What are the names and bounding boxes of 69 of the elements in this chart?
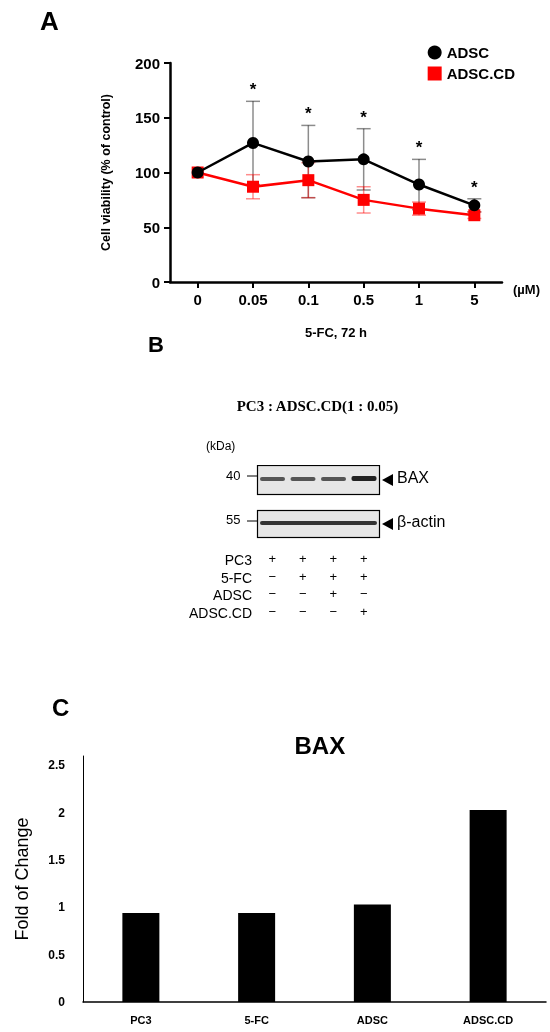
y-tick-label: 0 (58, 995, 66, 1009)
category-label: 5-FC (220, 569, 252, 586)
text: PC3 : ADSC.CD(1 : 0.05) (235, 398, 400, 415)
x-tick-label: 5 (470, 291, 479, 308)
text: + (298, 568, 307, 584)
y-tick-label: 1.5 (48, 853, 66, 868)
annotation: * (360, 107, 368, 127)
y-tick-label: 150 (134, 109, 160, 127)
chart-title: BAX (294, 731, 346, 759)
text: (µM) (513, 282, 541, 297)
text: BAX (397, 469, 430, 487)
point (302, 155, 315, 168)
text: + (329, 586, 338, 601)
category-label: ADSC (213, 587, 252, 603)
text: + (329, 568, 338, 584)
annotation: * (305, 104, 313, 124)
annotation: * (471, 177, 479, 197)
y-tick-label: 2.5 (48, 758, 66, 773)
y-tick-label: 0.5 (48, 947, 66, 962)
text: 55 (226, 512, 241, 527)
text: + (268, 551, 277, 566)
text: β-actin (397, 513, 446, 531)
x-tick-label: 0.1 (297, 291, 319, 308)
x-tick-label: 1 (414, 291, 424, 308)
annotation: * (249, 80, 257, 100)
annotation: * (415, 138, 423, 158)
text: + (359, 568, 368, 584)
x-axis-title: 5-FC, 72 h (304, 325, 368, 340)
text: + (329, 551, 338, 566)
point (357, 193, 370, 206)
point (302, 174, 315, 187)
text: 40 (226, 468, 241, 483)
y-axis-title: Cell viability (% of control) (98, 94, 113, 251)
point (247, 180, 259, 193)
text: − (329, 603, 338, 619)
legend-label: ADSC (446, 44, 490, 61)
text: − (268, 586, 277, 601)
text: B (148, 332, 164, 358)
x-tick-label: 0 (193, 291, 202, 308)
text: A (40, 6, 59, 36)
text: − (268, 603, 277, 619)
x-tick-label: ADSC.CD (463, 1013, 514, 1026)
y-tick-label: 0 (151, 273, 160, 291)
y-tick-label: 100 (134, 164, 160, 181)
y-tick-label: 50 (143, 218, 160, 236)
text: + (359, 551, 368, 566)
x-tick-label: 5-FC (244, 1013, 269, 1026)
text: + (298, 551, 307, 566)
text: C (52, 693, 70, 721)
text: − (298, 586, 307, 601)
text: − (298, 603, 307, 619)
legend-label: ADSC.CD (446, 65, 516, 82)
point (247, 136, 259, 149)
point (357, 153, 370, 166)
y-tick-label: 2 (58, 805, 66, 820)
text: − (359, 586, 368, 601)
point (413, 178, 425, 191)
x-tick-label: 0.05 (238, 291, 268, 308)
y-axis-title: Fold of Change (12, 817, 32, 941)
category-label: PC3 (224, 552, 252, 568)
y-tick-label: 200 (134, 54, 160, 72)
category-label: ADSC.CD (188, 604, 252, 621)
text: − (268, 568, 277, 584)
y-tick-label: 1 (58, 900, 66, 915)
x-tick-label: 0.5 (353, 291, 375, 308)
text: + (359, 603, 368, 619)
text: (kDa) (206, 439, 236, 453)
x-tick-label: PC3 (130, 1013, 152, 1026)
x-tick-label: ADSC (356, 1013, 389, 1026)
